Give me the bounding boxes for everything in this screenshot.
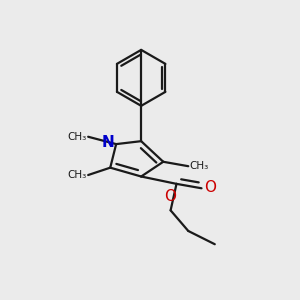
Text: CH₃: CH₃ xyxy=(68,132,87,142)
Text: O: O xyxy=(205,180,217,195)
Text: O: O xyxy=(164,190,176,205)
Text: CH₃: CH₃ xyxy=(190,161,209,171)
Text: CH₃: CH₃ xyxy=(68,170,87,180)
Text: N: N xyxy=(101,135,114,150)
